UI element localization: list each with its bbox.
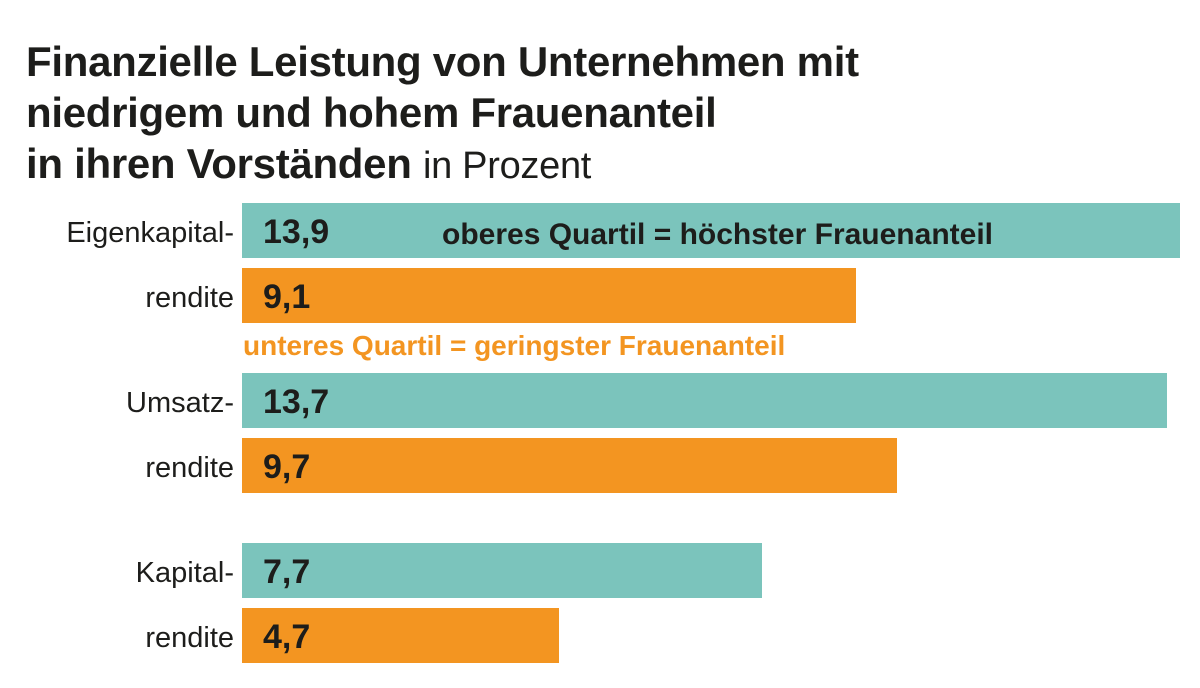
category-label-line: Umsatz-: [126, 387, 234, 419]
category-label-line: rendite: [145, 622, 234, 654]
unit-label: in Prozent: [422, 145, 592, 187]
data-label: 7,7: [263, 553, 311, 591]
chart-title: Finanzielle Leistung von Unternehmen mit…: [26, 36, 859, 192]
category-label: Kapital-rendite: [136, 547, 234, 677]
legend-upper-quartile: oberes Quartil = höchster Frauenanteil: [442, 218, 993, 251]
category-label: Umsatz-rendite: [126, 377, 234, 507]
title-line-text: in ihren Vorständen: [26, 140, 412, 187]
title-line: Finanzielle Leistung von Unternehmen mit: [26, 38, 859, 85]
category-label-line: Kapital-: [135, 557, 234, 589]
bar: [242, 543, 762, 598]
legend-lower-quartile: unteres Quartil = geringster Frauenantei…: [243, 330, 786, 361]
data-label: 13,7: [263, 383, 330, 421]
category-label: Eigenkapital-rendite: [66, 207, 234, 337]
bar: [242, 268, 857, 323]
data-label: 9,1: [263, 278, 311, 316]
data-label: 13,9: [263, 213, 330, 251]
bar: [242, 373, 1167, 428]
bar: [242, 438, 897, 493]
title-line: in ihren Vorständen in Prozent: [26, 138, 859, 192]
bar: [242, 608, 560, 663]
category-label-line: Eigenkapital-: [66, 217, 234, 249]
category-label-line: rendite: [145, 282, 234, 314]
data-label: 9,7: [263, 448, 311, 486]
title-line: niedrigem und hohem Frauenanteil: [26, 89, 717, 136]
category-label-line: rendite: [145, 452, 234, 484]
data-label: 4,7: [263, 618, 311, 656]
bar: [242, 203, 1181, 258]
